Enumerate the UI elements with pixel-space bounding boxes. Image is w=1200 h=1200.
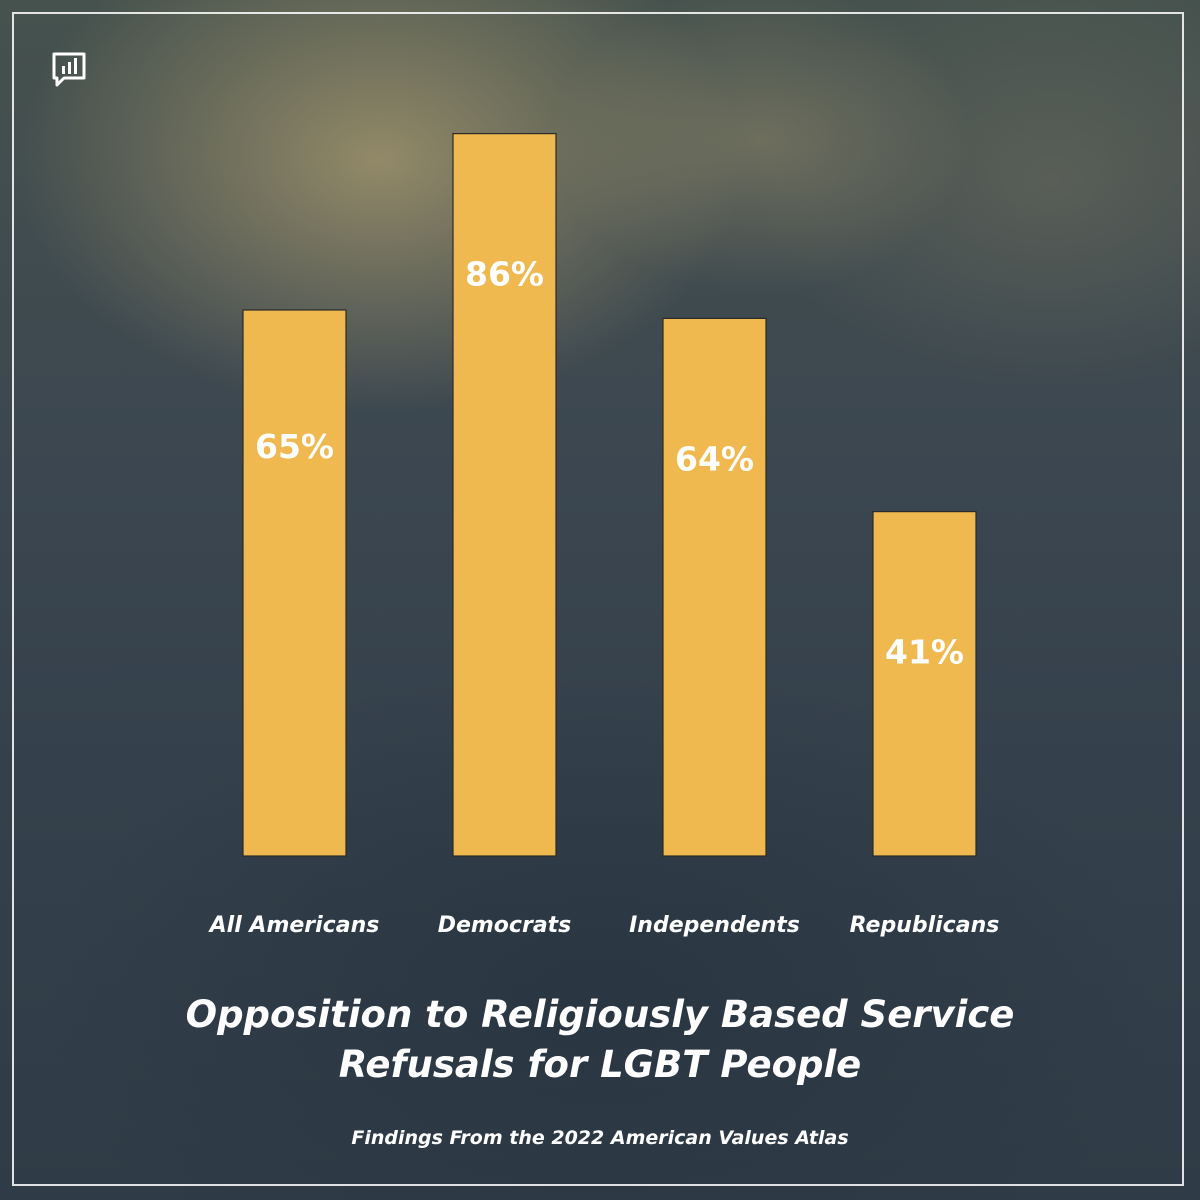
chart-subtitle: Findings From the 2022 American Values A… — [351, 1127, 849, 1149]
category-label: All Americans — [208, 913, 380, 938]
bar-independents — [662, 317, 767, 857]
bar-chart-speech-bubble-icon — [52, 52, 86, 87]
value-label: 65% — [255, 427, 334, 466]
bar-republicans — [872, 511, 977, 857]
bar-all-americans — [242, 309, 347, 857]
value-label: 41% — [885, 633, 964, 672]
border-frame — [12, 12, 1184, 1186]
value-label: 86% — [465, 255, 544, 294]
value-label: 64% — [675, 439, 754, 478]
category-label: Independents — [629, 913, 800, 938]
chart-title-line-1: Opposition to Religiously Based Service — [185, 993, 1015, 1036]
chart-title-line-2: Refusals for LGBT People — [338, 1043, 862, 1086]
chart-title: Opposition to Religiously Based Service … — [100, 990, 1100, 1090]
category-label: Democrats — [438, 913, 572, 938]
category-label: Republicans — [850, 913, 1000, 938]
bar-democrats — [452, 133, 557, 857]
